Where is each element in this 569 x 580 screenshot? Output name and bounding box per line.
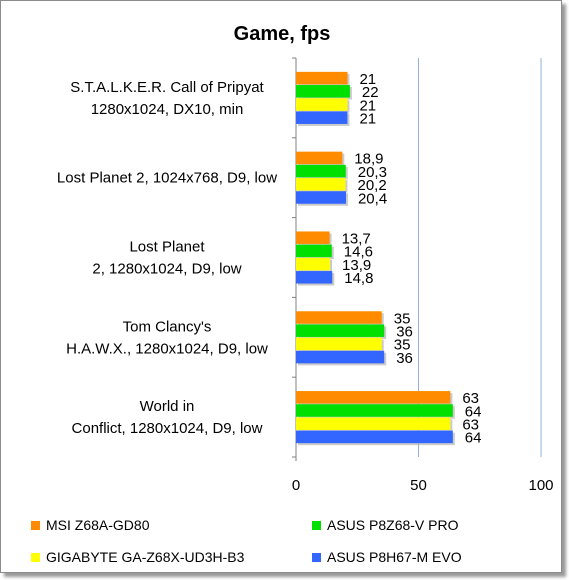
bar-1-4: [296, 111, 348, 124]
legend-swatch: [31, 552, 40, 562]
bar-4-1: [296, 311, 382, 324]
legend-item: MSI Z68A-GD80: [31, 517, 149, 533]
bar-2-3: [296, 178, 346, 191]
bar-4-3: [296, 337, 382, 351]
bar-5-3: [296, 417, 451, 430]
data-label-1-1: 21: [359, 71, 376, 88]
bar-1-2: [296, 85, 350, 98]
data-label-4-2: 36: [396, 323, 413, 340]
bar-3-4: [296, 271, 333, 284]
bar-5-2: [296, 404, 453, 417]
category-label-3: Lost Planet: [129, 239, 205, 256]
bar-4-4: [296, 350, 385, 364]
bar-3-2: [296, 244, 332, 258]
data-label-1-2: 22: [362, 84, 379, 101]
data-label-5-3: 63: [462, 416, 479, 433]
data-label-1-3: 21: [359, 97, 376, 114]
legend-label: GIGABYTE GA-Z68X-UD3H-B3: [46, 549, 245, 565]
bar-3-3: [296, 257, 331, 271]
data-label-5-1: 63: [462, 390, 479, 407]
x-tick-label-100: 100: [528, 477, 553, 494]
bar-3-1: [296, 231, 330, 244]
data-label-4-1: 35: [394, 310, 411, 327]
category-label-1: 1280x1024, DX10, min: [91, 101, 244, 118]
bar-2-4: [296, 191, 346, 204]
category-label-5: World in: [140, 398, 195, 415]
chart-title: Game, fps: [233, 23, 331, 45]
category-label-5: Conflict, 1280x1024, D9, low: [72, 420, 263, 437]
bar-2-2: [296, 164, 346, 178]
data-label-2-3: 20,2: [357, 177, 386, 194]
data-label-1-4: 21: [359, 110, 376, 127]
bar-2-1: [296, 151, 343, 165]
legend-label: MSI Z68A-GD80: [46, 517, 150, 533]
bar-1-3: [296, 98, 348, 111]
data-label-2-4: 20,4: [358, 190, 387, 207]
data-label-3-1: 13,7: [342, 230, 371, 247]
legend-label: ASUS P8H67-M EVO: [327, 549, 462, 565]
data-label-3-3: 13,9: [342, 257, 371, 274]
data-label-4-4: 36: [396, 350, 413, 367]
bar-1-1: [296, 71, 348, 85]
bar-5-1: [296, 391, 451, 404]
data-label-3-4: 14,8: [344, 270, 373, 287]
data-label-2-2: 20,3: [358, 164, 387, 181]
data-label-3-2: 14,6: [344, 244, 373, 261]
data-label-2-1: 18,9: [354, 151, 383, 168]
data-label-4-3: 35: [394, 337, 411, 354]
data-label-5-2: 64: [465, 403, 482, 420]
category-label-4: Tom Clancy's: [123, 318, 212, 335]
legend-item: GIGABYTE GA-Z68X-UD3H-B3: [31, 549, 244, 565]
legend-swatch: [312, 552, 321, 562]
category-label-3: 2, 1280x1024, D9, low: [92, 261, 241, 278]
x-tick-label-0: 0: [292, 477, 300, 494]
bar-5-4: [296, 430, 453, 444]
category-label-1: S.T.A.L.K.E.R. Call of Pripyat: [70, 79, 264, 96]
data-label-5-4: 64: [465, 430, 482, 447]
legend-swatch: [312, 520, 321, 530]
legend: MSI Z68A-GD80 ASUS P8Z68-V PRO GIGABYTE GA…: [1, 509, 563, 569]
bar-4-2: [296, 324, 385, 337]
category-label-2: Lost Planet 2, 1024x768, D9, low: [57, 170, 277, 187]
category-label-4: H.A.W.X., 1280x1024, D9, low: [66, 340, 268, 357]
chart-frame: Game, fps 0 50 100 21 22 21 21 S.T.A.L.K.E.R. C…: [0, 0, 562, 573]
legend-item: ASUS P8H67-M EVO: [312, 549, 462, 565]
x-tick-label-50: 50: [410, 477, 427, 494]
legend-swatch: [31, 520, 40, 530]
legend-label: ASUS P8Z68-V PRO: [327, 517, 459, 533]
legend-item: ASUS P8Z68-V PRO: [312, 517, 459, 533]
